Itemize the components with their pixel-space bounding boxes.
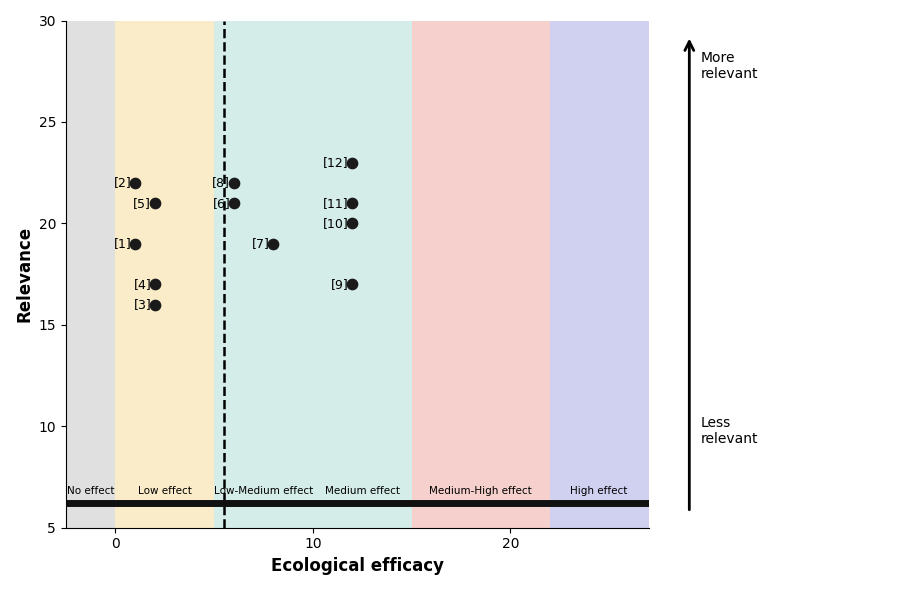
Text: [12]: [12] — [323, 156, 349, 169]
Text: High effect: High effect — [570, 486, 628, 496]
Text: [1]: [1] — [114, 237, 132, 250]
Text: [7]: [7] — [252, 237, 269, 250]
Text: Low effect: Low effect — [138, 486, 192, 496]
Text: Low-Medium effect: Low-Medium effect — [214, 486, 313, 496]
Point — [345, 280, 359, 289]
Text: Less
relevant: Less relevant — [701, 416, 759, 446]
Bar — [66, 21, 115, 527]
Text: [3]: [3] — [133, 298, 151, 311]
Point — [345, 198, 359, 208]
Point — [266, 239, 280, 248]
Text: More
relevant: More relevant — [701, 51, 759, 81]
Point — [148, 280, 162, 289]
Y-axis label: Relevance: Relevance — [15, 226, 33, 322]
Text: [2]: [2] — [114, 176, 132, 189]
Bar — [115, 21, 214, 527]
Bar — [313, 21, 412, 527]
Text: [9]: [9] — [331, 278, 349, 291]
X-axis label: Ecological efficacy: Ecological efficacy — [270, 557, 443, 575]
Text: No effect: No effect — [67, 486, 114, 496]
Text: [10]: [10] — [323, 217, 349, 230]
Bar — [412, 21, 550, 527]
Text: [4]: [4] — [133, 278, 151, 291]
Text: [6]: [6] — [213, 196, 231, 209]
Bar — [214, 21, 313, 527]
Text: Medium effect: Medium effect — [324, 486, 400, 496]
Text: [11]: [11] — [323, 196, 349, 209]
Point — [345, 158, 359, 167]
Point — [128, 239, 142, 248]
Text: [5]: [5] — [133, 196, 151, 209]
Point — [226, 198, 241, 208]
Point — [148, 300, 162, 309]
Point — [345, 219, 359, 228]
Text: [8]: [8] — [213, 176, 231, 189]
Point — [128, 178, 142, 188]
Text: Medium-High effect: Medium-High effect — [429, 486, 532, 496]
Point — [148, 198, 162, 208]
Point — [226, 178, 241, 188]
Bar — [550, 21, 649, 527]
